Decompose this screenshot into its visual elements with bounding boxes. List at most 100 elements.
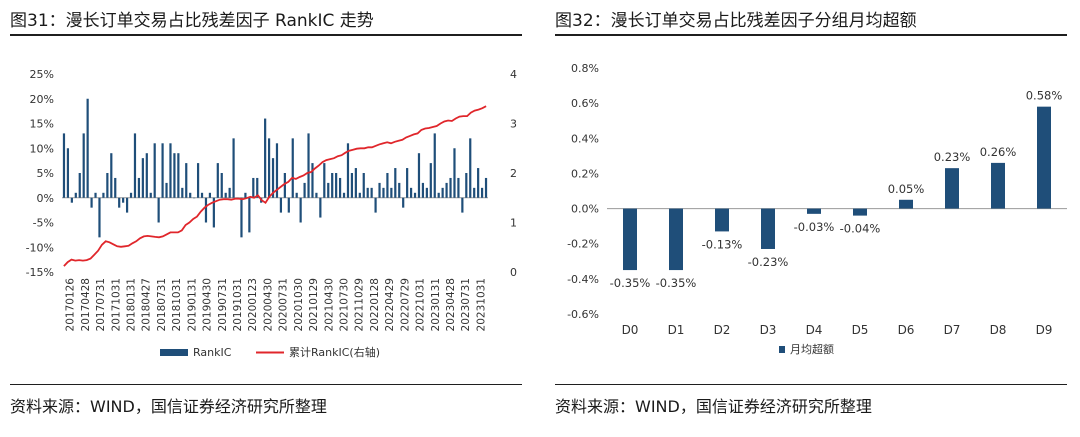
rankic-bar — [145, 153, 148, 198]
rankic-bar — [382, 187, 385, 198]
rankic-bar — [70, 197, 73, 203]
group-excess-panel: 图32：漫长订单交易占比残差因子分组月均超额 -0.6% -0.4% -0.2% 0.… — [555, 0, 1075, 437]
x-tick-label: 20171031 — [110, 278, 122, 331]
data-label: 0.23% — [934, 150, 971, 164]
rankic-bar — [193, 197, 196, 199]
rankic-bar — [208, 192, 212, 198]
rankic-bar — [445, 182, 448, 198]
y-tick-label: -15% — [26, 266, 54, 279]
rankic-bar — [311, 163, 314, 198]
group-excess-bar — [1037, 106, 1051, 209]
rankic-bar — [425, 187, 428, 198]
rankic-bar — [196, 163, 200, 198]
rankic-bar — [354, 168, 357, 198]
rankic-bar — [173, 153, 176, 198]
rankic-bar — [86, 98, 89, 198]
y-tick-label: 5% — [37, 167, 54, 180]
group-excess-bar — [669, 208, 683, 271]
x-tick-label: D8 — [990, 323, 1007, 337]
group-excess-bar — [945, 168, 959, 209]
rankic-bar — [346, 143, 350, 198]
data-label: -0.13% — [702, 237, 743, 251]
y-tick-label: 0.8% — [571, 62, 599, 75]
rankic-bar — [157, 197, 160, 223]
rankic-bar — [342, 192, 346, 198]
x-tick-label: 20210430 — [323, 278, 335, 331]
cumulative-rankic-line — [63, 105, 487, 267]
y-tick-label: -0.2% — [567, 238, 599, 251]
data-label: 0.58% — [1026, 89, 1063, 103]
rankic-bar — [94, 192, 97, 198]
x-tick-label: 20180131 — [125, 278, 137, 331]
rankic-bar — [390, 187, 393, 198]
rankic-bar — [66, 148, 70, 198]
rankic-bar — [469, 138, 472, 198]
y2-tick-label: 1 — [510, 217, 517, 230]
rankic-bar — [295, 192, 298, 198]
x-tick-label: D9 — [1036, 323, 1053, 337]
data-label: 0.26% — [980, 145, 1017, 159]
x-tick-label: 20180427 — [141, 278, 153, 331]
x-tick-label: 20190131 — [186, 278, 198, 331]
x-tick-label: 20230428 — [445, 278, 457, 331]
x-tick-label: 20191031 — [232, 278, 244, 331]
rankic-bar — [110, 153, 113, 198]
rankic-bar — [90, 197, 93, 208]
rankic-bar — [409, 187, 413, 198]
rankic-bar — [185, 163, 188, 198]
rankic-bar — [177, 153, 180, 198]
x-tick-label: D1 — [668, 323, 685, 337]
legend-rankic-swatch — [160, 349, 188, 356]
x-tick-label: 20231031 — [475, 278, 487, 331]
left-source-note: 资料来源：WIND，国信证券经济研究所整理 — [10, 397, 327, 416]
left-title-rule — [10, 34, 522, 36]
legend-excess-label: 月均超额 — [790, 342, 834, 356]
rankic-bar — [137, 177, 141, 198]
y-tick-label: 0% — [37, 192, 54, 205]
rankic-bar — [204, 197, 208, 223]
rankic-bar — [335, 173, 338, 198]
rankic-bar — [374, 197, 377, 213]
x-tick-label: 20190731 — [217, 278, 229, 331]
rankic-bar — [437, 192, 440, 198]
y-tick-label: 15% — [30, 118, 54, 131]
rankic-bar — [264, 118, 267, 198]
rankic-bar — [303, 182, 306, 198]
group-excess-bar — [623, 208, 637, 271]
data-label: -0.03% — [794, 220, 835, 234]
y2-tick-label: 2 — [510, 167, 517, 180]
y-tick-label: 10% — [30, 142, 54, 155]
rankic-bar — [453, 148, 456, 198]
rankic-bar — [441, 187, 444, 198]
rankic-bar — [212, 197, 215, 228]
rankic-bar — [118, 197, 121, 208]
rankic-bar — [394, 168, 397, 198]
rankic-bar — [461, 197, 464, 213]
x-tick-label: D3 — [760, 323, 777, 337]
rankic-bar — [133, 133, 137, 198]
rankic-bar — [141, 158, 144, 198]
rankic-bar — [299, 197, 302, 223]
x-tick-label: D7 — [944, 323, 961, 337]
rankic-bar — [102, 192, 105, 198]
legend-rankic-label: RankIC — [193, 346, 232, 359]
rankic-bar — [267, 138, 271, 198]
rankic-bar — [358, 192, 361, 198]
rankic-bar — [165, 182, 168, 198]
right-title-rule — [555, 34, 1067, 36]
rankic-bar — [484, 177, 488, 198]
rankic-bar — [421, 182, 425, 198]
rankic-bar — [224, 192, 227, 198]
x-tick-label: 20220128 — [369, 278, 381, 331]
x-tick-label: 20230131 — [430, 278, 442, 331]
group-excess-bar — [761, 208, 775, 249]
rankic-panel: 图31：漫长订单交易占比残差因子 RankIC 走势 -15% -10% -5% 0%… — [10, 0, 530, 437]
rankic-bar — [82, 133, 85, 198]
rankic-bar — [189, 192, 192, 198]
rankic-bar — [62, 133, 66, 198]
rankic-bar — [279, 197, 283, 213]
rankic-bar — [473, 187, 476, 198]
rankic-bar — [256, 177, 259, 198]
x-tick-label: 20210129 — [308, 278, 320, 331]
x-tick-label: D2 — [714, 323, 731, 337]
